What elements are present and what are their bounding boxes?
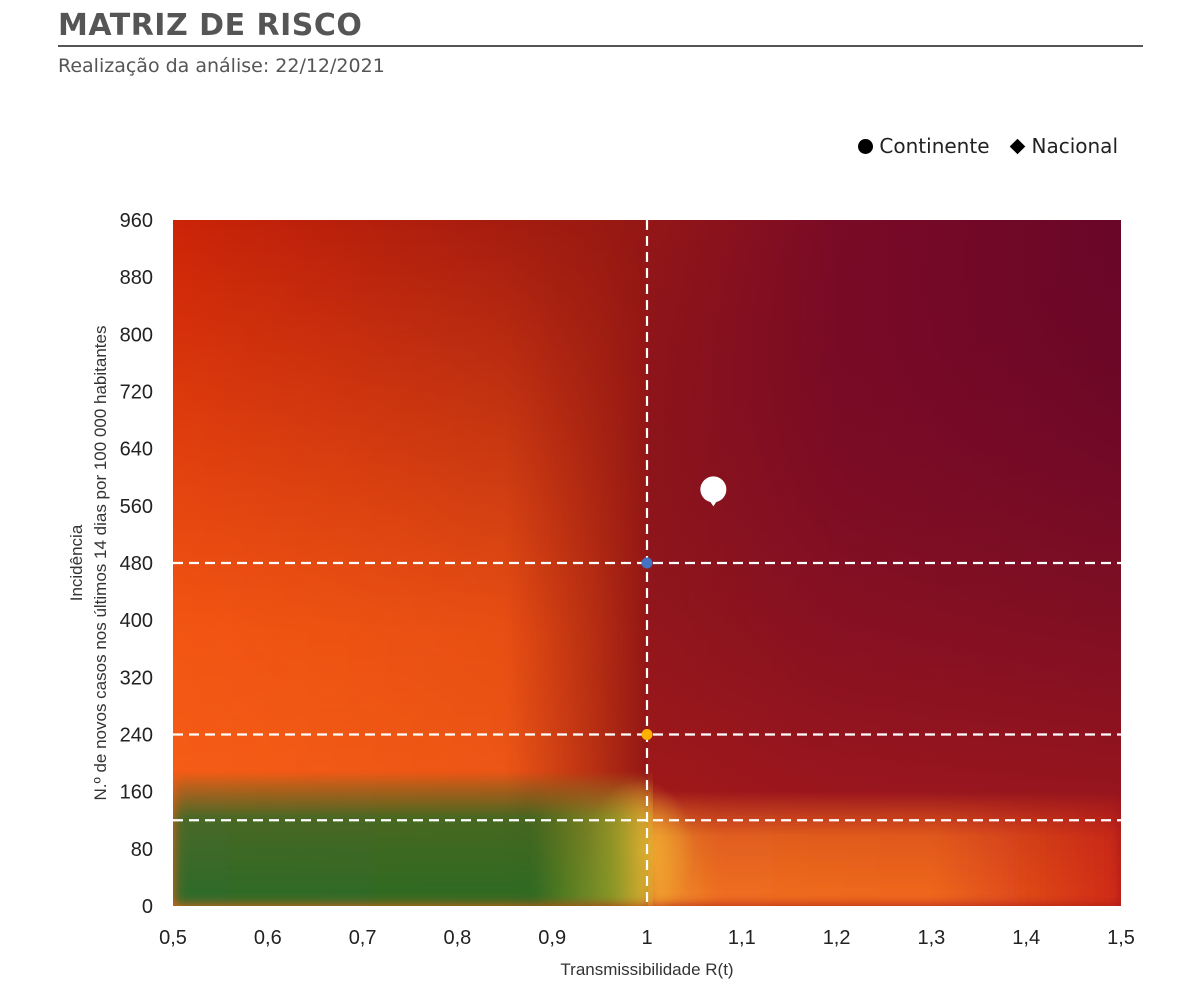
legend-label-continente: Continente: [879, 134, 990, 158]
x-tick-label: 1,1: [728, 927, 756, 949]
data-points: [641, 476, 727, 740]
y-tick-label: 80: [131, 839, 153, 861]
y-tick-label: 720: [120, 382, 153, 404]
reference-point: [641, 729, 653, 740]
legend-item-continente: Continente: [858, 134, 990, 158]
x-tick-label: 0,6: [254, 927, 282, 949]
x-tick-label: 1,3: [917, 927, 945, 949]
x-tick-label: 1,5: [1107, 927, 1135, 949]
reference-point: [641, 557, 653, 569]
analysis-date: Realização da análise: 22/12/2021: [58, 55, 385, 77]
x-tick-label: 1,4: [1012, 927, 1040, 949]
y-tick-label: 0: [142, 896, 153, 918]
x-tick-label: 1: [641, 927, 652, 949]
y-tick-label: 160: [120, 782, 153, 804]
y-tick-label: 320: [120, 667, 153, 689]
y-tick-label: 960: [120, 210, 153, 232]
x-axis-ticks: 0,5 0,6 0,7 0,8 0,9 1 1,1 1,2 1,3 1,4 1,5: [159, 927, 1135, 949]
legend-item-nacional: Nacional: [1009, 134, 1119, 158]
y-tick-label: 880: [120, 267, 153, 289]
circle-icon: [858, 138, 874, 154]
x-tick-label: 0,9: [538, 927, 566, 949]
y-tick-label: 240: [120, 725, 153, 747]
y-axis-title-line2: N.º de novos casos nos últimos 14 dias p…: [91, 326, 110, 801]
legend-label-nacional: Nacional: [1031, 134, 1119, 158]
y-tick-label: 800: [120, 324, 153, 346]
y-tick-label: 400: [120, 610, 153, 632]
y-axis-ticks: 0 80 160 240 320 400 480 560 640 720 800 880 960: [120, 210, 153, 918]
x-tick-label: 0,5: [159, 927, 187, 949]
page-title: MATRIZ DE RISCO: [58, 8, 363, 43]
title-underline: [58, 45, 1143, 47]
chart-legend: Continente Nacional: [858, 134, 1118, 158]
y-tick-label: 480: [120, 553, 153, 575]
x-tick-label: 0,8: [443, 927, 471, 949]
continente-point-tail: [709, 500, 718, 507]
continente-point: [700, 476, 727, 503]
x-tick-label: 0,7: [349, 927, 377, 949]
y-tick-label: 640: [120, 439, 153, 461]
y-axis-title-line1: Incidência: [67, 524, 86, 601]
x-tick-label: 1,2: [823, 927, 851, 949]
y-tick-label: 560: [120, 496, 153, 518]
x-axis-title: Transmissibilidade R(t): [560, 960, 733, 979]
